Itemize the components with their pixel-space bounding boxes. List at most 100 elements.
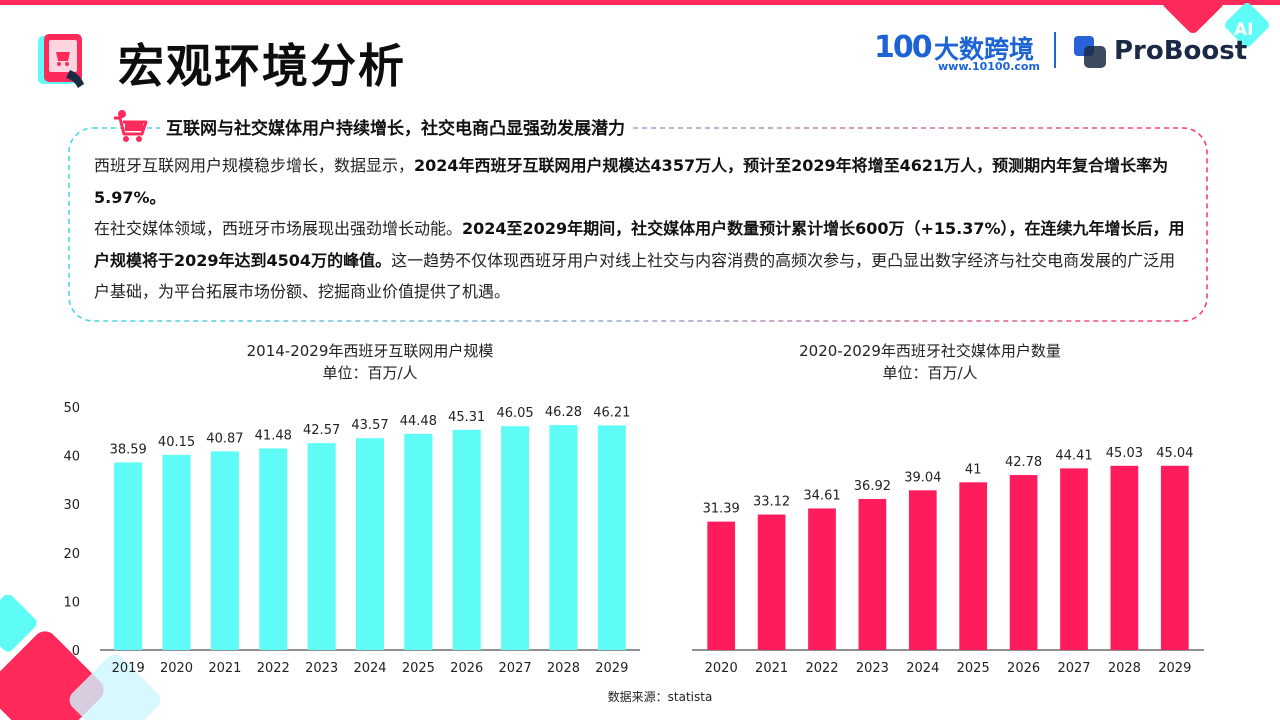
chart2-data-label: 44.41: [1055, 448, 1092, 463]
chart1-xtick-label: 2020: [160, 661, 193, 676]
chart2-data-label: 42.78: [1005, 455, 1042, 470]
phone-shopping-icon: [38, 34, 84, 88]
chart1-xtick-label: 2026: [450, 661, 483, 676]
summary-subheading: 互联网与社交媒体用户持续增长，社交电商凸显强劲发展潜力: [160, 114, 631, 139]
chart1-ytick-label: 50: [63, 401, 80, 416]
chart2-unit: 单位：百万/人: [882, 364, 978, 382]
chart1-xtick-label: 2027: [499, 661, 532, 676]
chart2-bar: [959, 482, 988, 650]
chart1-unit: 单位：百万/人: [322, 364, 418, 382]
dashu-logo-name: 大数跨境: [934, 35, 1035, 64]
chart2-bar: [858, 498, 887, 650]
chart2-xtick-label: 2022: [805, 661, 838, 676]
chart1-xtick-label: 2029: [595, 661, 628, 676]
shopping-cart-icon: [114, 110, 148, 142]
chart1-bar: [210, 451, 239, 650]
chart1-ytick-label: 20: [63, 547, 80, 562]
chart1-xtick-label: 2022: [257, 661, 290, 676]
chart2-xtick-label: 2029: [1158, 661, 1191, 676]
p1-plain-text: 西班牙互联网用户规模稳步增长，数据显示，: [94, 156, 415, 175]
chart2-title-block: 2020-2029年西班牙社交媒体用户数量 单位：百万/人: [730, 340, 1130, 384]
chart1-data-label: 46.05: [496, 406, 533, 421]
chart2-xtick-label: 2024: [906, 661, 939, 676]
chart2-bar: [808, 508, 836, 650]
p2-plain-text-2: 这一趋势不仅体现西班牙用户对线上社交与内容消费的高频次参与，更凸显出数字经济与社…: [94, 250, 1176, 302]
chart1-ytick-label: 0: [72, 644, 80, 659]
chart1-data-label: 38.59: [110, 442, 147, 457]
chart1-ytick-label: 30: [63, 498, 80, 513]
chart1-xtick-label: 2023: [305, 661, 338, 676]
chart1-bar: [114, 462, 143, 650]
chart2-bar: [1009, 475, 1038, 650]
chart2-xtick-label: 2023: [856, 661, 889, 676]
chart1-xtick-label: 2024: [353, 661, 386, 676]
p1-bold-text: 2024年西班牙互联网用户规模达4357万人，预计至2029年将增至4621万人…: [94, 156, 1169, 207]
chart1-xtick-label: 2025: [402, 661, 435, 676]
chart1-bar: [501, 426, 530, 650]
chart1-data-label: 40.15: [158, 435, 195, 450]
chart1-data-label: 43.57: [351, 418, 388, 433]
proboost-logo-icon: [1074, 36, 1106, 68]
chart2-data-label: 31.39: [703, 502, 740, 517]
dashu-logo-number: 100: [874, 30, 933, 65]
chart2-bar: [707, 521, 736, 650]
chart1-bar: [597, 425, 626, 650]
summary-paragraph-1: 西班牙互联网用户规模稳步增长，数据显示，2024年西班牙互联网用户规模达4357…: [94, 150, 1186, 213]
chart1-data-label: 44.48: [400, 414, 437, 429]
data-source: 数据来源：statista: [607, 690, 713, 704]
chart1-data-label: 40.87: [206, 431, 243, 446]
p2-bold-text: 2024至2029年期间，社交媒体用户数量预计累计增长600万（+15.37%）…: [94, 219, 1185, 270]
chart2-xtick-label: 2025: [957, 661, 990, 676]
chart2-bar: [1060, 468, 1088, 650]
chart2-xtick-label: 2026: [1007, 661, 1040, 676]
chart1-title: 2014-2029年西班牙互联网用户规模: [246, 342, 494, 360]
chart1-xtick-label: 2019: [112, 661, 145, 676]
proboost-logo-text: ProBoost: [1114, 36, 1248, 66]
top-right-decoration: [1162, 0, 1269, 47]
chart2-data-label: 33.12: [753, 495, 790, 510]
page-title: 宏观环境分析: [118, 39, 406, 93]
chart1-bar: [404, 433, 433, 650]
chart2-data-label: 36.92: [854, 479, 891, 494]
chart2-bar: [1110, 465, 1139, 650]
chart1-bar: [452, 429, 481, 650]
chart1-data-label: 41.48: [255, 428, 292, 443]
chart2-xtick-label: 2021: [755, 661, 788, 676]
chart2-bar: [757, 514, 786, 650]
logo-separator: [1054, 32, 1056, 68]
chart2-xtick-label: 2020: [705, 661, 738, 676]
chart1-data-label: 46.21: [593, 405, 630, 420]
summary-box-border: [68, 127, 1208, 322]
chart2-xtick-label: 2027: [1057, 661, 1090, 676]
chart1-data-label: 45.31: [448, 410, 485, 425]
chart2-bar: [1160, 465, 1189, 650]
chart1-ytick-label: 10: [63, 595, 80, 610]
chart1-bar: [355, 438, 385, 650]
chart2-data-label: 45.03: [1106, 446, 1143, 461]
chart2-bar: [908, 490, 937, 650]
chart1-ytick-label: 40: [63, 450, 80, 465]
chart2-title: 2020-2029年西班牙社交媒体用户数量: [799, 342, 1061, 360]
chart2-data-label: 45.04: [1156, 446, 1193, 461]
chart1-bar: [259, 448, 288, 650]
chart1-bar: [549, 425, 578, 650]
summary-paragraph-2: 在社交媒体领域，西班牙市场展现出强劲增长动能。2024至2029年期间，社交媒体…: [94, 213, 1186, 308]
chart2-data-label: 41: [965, 462, 982, 477]
chart1-xtick-label: 2028: [547, 661, 580, 676]
chart1-bar: [307, 443, 336, 650]
chart1-data-label: 42.57: [303, 423, 340, 438]
chart1-data-label: 46.28: [545, 405, 582, 420]
chart2-data-label: 39.04: [904, 470, 941, 485]
chart2-xtick-label: 2028: [1108, 661, 1141, 676]
chart2-data-label: 34.61: [803, 488, 840, 503]
chart1-title-block: 2014-2029年西班牙互联网用户规模 单位：百万/人: [170, 340, 570, 384]
p2-plain-text-1: 在社交媒体领域，西班牙市场展现出强劲增长动能。: [94, 219, 463, 238]
dashu-logo-url: www.10100.com: [938, 60, 1040, 73]
chart1-bar: [162, 454, 191, 650]
dashu-logo: 100 大数跨境 www.10100.com: [874, 30, 1042, 74]
top-accent-bar: [0, 0, 1280, 5]
ai-tag: AI: [1234, 20, 1254, 40]
chart1-xtick-label: 2021: [208, 661, 241, 676]
